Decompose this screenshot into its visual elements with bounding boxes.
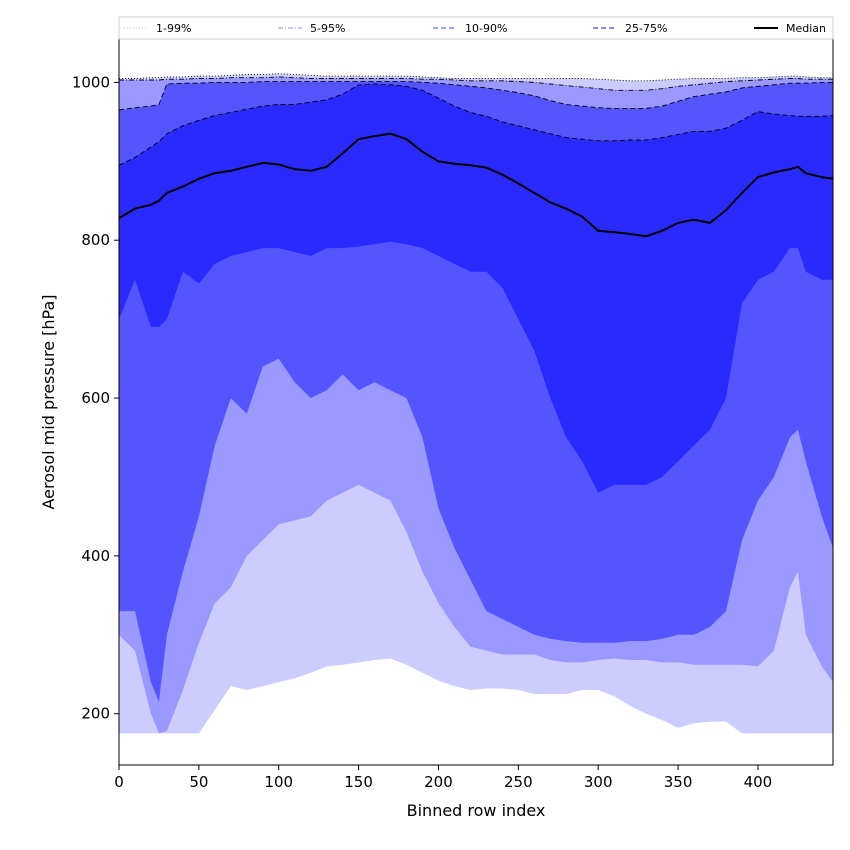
- band-25-to-75-upper-line: [118, 83, 834, 166]
- x-tick-label-300: 300: [584, 773, 613, 791]
- y-axis-label: Aerosol mid pressure [hPa]: [39, 294, 58, 509]
- legend-label-median: Median: [786, 22, 826, 35]
- x-tick-label-100: 100: [264, 773, 293, 791]
- x-tick-label-150: 150: [344, 773, 373, 791]
- legend-label-10-to-90: 10-90%: [465, 22, 507, 35]
- y-tick-label-800: 800: [81, 231, 110, 249]
- y-axis: 200 400 600 800 1000: [72, 73, 119, 723]
- x-tick-label-400: 400: [744, 773, 773, 791]
- plot-area: [118, 73, 834, 734]
- x-tick-label-0: 0: [114, 773, 124, 791]
- x-tick-label-50: 50: [189, 773, 208, 791]
- y-tick-label-600: 600: [81, 389, 110, 407]
- legend-label-25-to-75: 25-75%: [625, 22, 667, 35]
- x-tick-label-250: 250: [504, 773, 533, 791]
- legend-frame: [118, 16, 834, 40]
- legend-label-1-to-99: 1-99%: [156, 22, 191, 35]
- band-25-to-75-percentile: [119, 84, 833, 493]
- y-tick-label-400: 400: [81, 547, 110, 565]
- x-axis-label: Binned row index: [407, 801, 546, 820]
- x-tick-label-200: 200: [424, 773, 453, 791]
- x-tick-label-350: 350: [664, 773, 693, 791]
- y-tick-label-1000: 1000: [72, 73, 110, 91]
- x-axis: 0 50 100 150 200 250 300 350 400: [114, 765, 772, 791]
- legend: 1-99% 5-95% 10-90% 25-75% Median: [118, 16, 834, 40]
- band-10-to-90-upper-line: [118, 81, 833, 111]
- band-5-to-95-upper-line: [119, 76, 833, 91]
- median-line: [118, 132, 834, 238]
- legend-label-5-to-95: 5-95%: [310, 22, 345, 35]
- y-tick-label-200: 200: [81, 705, 110, 723]
